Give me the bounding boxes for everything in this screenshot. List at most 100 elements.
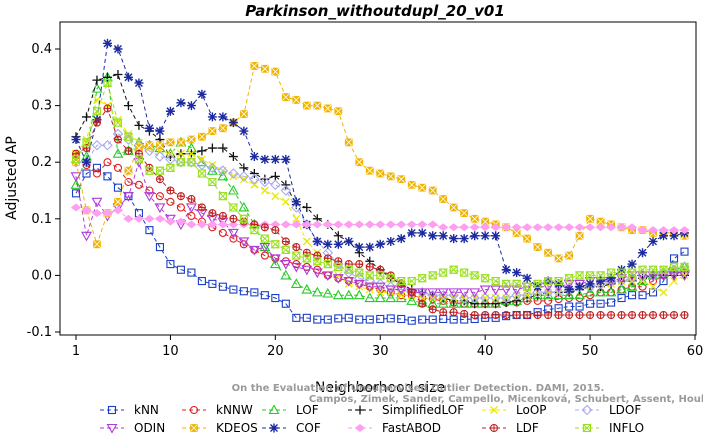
legend-label: ODIN bbox=[134, 421, 165, 434]
data-point bbox=[260, 234, 270, 243]
data-point bbox=[511, 223, 522, 232]
data-point bbox=[197, 277, 206, 286]
data-point bbox=[607, 310, 616, 320]
data-point bbox=[165, 106, 175, 116]
data-point bbox=[92, 118, 102, 127]
data-point bbox=[176, 98, 186, 108]
data-point bbox=[595, 286, 607, 297]
data-point bbox=[70, 179, 82, 189]
data-point bbox=[82, 135, 91, 144]
data-point bbox=[155, 175, 164, 184]
data-point bbox=[155, 192, 164, 201]
data-point bbox=[376, 169, 385, 178]
data-point bbox=[93, 240, 101, 249]
data-point bbox=[334, 107, 343, 116]
data-point bbox=[197, 169, 207, 178]
data-point bbox=[291, 220, 302, 229]
data-point bbox=[218, 282, 227, 291]
data-point bbox=[187, 135, 196, 144]
data-point bbox=[407, 288, 416, 297]
data-point bbox=[312, 220, 323, 229]
data-point bbox=[364, 292, 376, 303]
legend-item: LDF bbox=[482, 421, 539, 434]
data-point bbox=[123, 72, 133, 82]
data-point bbox=[281, 154, 291, 164]
data-point bbox=[144, 145, 155, 157]
data-point bbox=[542, 223, 554, 232]
data-point bbox=[605, 223, 617, 232]
data-point bbox=[102, 139, 113, 151]
y-tick-label: 0.0 bbox=[31, 268, 52, 283]
data-point bbox=[186, 101, 196, 111]
data-point bbox=[228, 220, 239, 229]
data-point bbox=[417, 220, 428, 229]
data-point bbox=[134, 155, 144, 164]
data-point bbox=[187, 149, 196, 158]
data-point bbox=[669, 262, 679, 271]
data-point bbox=[397, 291, 406, 300]
data-point bbox=[218, 124, 227, 133]
data-point bbox=[511, 279, 522, 288]
legend-item: COF bbox=[262, 421, 321, 434]
data-point bbox=[271, 293, 280, 303]
data-point bbox=[353, 272, 365, 284]
data-point bbox=[522, 273, 532, 283]
legend-item: LoOP bbox=[482, 403, 547, 417]
data-point bbox=[323, 239, 333, 249]
data-point bbox=[271, 226, 280, 235]
data-point bbox=[396, 277, 406, 286]
x-axis-label: Neighborhood size bbox=[315, 380, 445, 396]
legend-marker bbox=[189, 405, 199, 415]
data-point bbox=[648, 310, 658, 320]
data-point bbox=[145, 186, 154, 195]
data-point bbox=[134, 120, 144, 130]
data-point bbox=[113, 44, 123, 54]
data-point bbox=[427, 289, 438, 301]
data-point bbox=[438, 231, 448, 241]
data-point bbox=[239, 110, 248, 118]
legend-label: kNNW bbox=[216, 403, 253, 417]
data-point bbox=[491, 310, 500, 320]
data-point bbox=[344, 236, 354, 246]
data-point bbox=[511, 285, 523, 296]
data-point bbox=[647, 271, 659, 282]
data-point bbox=[575, 302, 584, 311]
data-point bbox=[669, 231, 679, 241]
data-point bbox=[165, 163, 176, 172]
data-point bbox=[481, 310, 490, 320]
data-point bbox=[355, 158, 364, 167]
data-point bbox=[292, 313, 301, 322]
legend-label: SimplifiedLOF bbox=[382, 403, 464, 417]
data-point bbox=[418, 183, 427, 192]
data-point bbox=[375, 271, 385, 280]
legend-item: LDOF bbox=[575, 403, 641, 417]
data-point bbox=[448, 288, 460, 299]
data-point bbox=[250, 62, 259, 70]
data-point bbox=[564, 285, 574, 295]
legend-marker bbox=[490, 406, 498, 414]
watermark-line-1: On the Evaluation of Unsupervised Outlie… bbox=[232, 383, 605, 394]
legend-item: INFLO bbox=[575, 421, 644, 434]
data-point bbox=[490, 292, 501, 304]
data-point bbox=[154, 214, 166, 223]
data-point bbox=[112, 148, 124, 158]
data-point bbox=[217, 165, 229, 176]
data-point bbox=[670, 277, 678, 286]
x-tick-label: 1 bbox=[72, 344, 80, 359]
data-point bbox=[406, 220, 417, 229]
data-point bbox=[185, 203, 197, 214]
data-point bbox=[176, 158, 186, 167]
data-point bbox=[269, 258, 281, 269]
data-point bbox=[365, 315, 374, 324]
data-point bbox=[533, 310, 542, 320]
data-point bbox=[563, 289, 575, 300]
data-point bbox=[154, 151, 166, 162]
series-layer bbox=[70, 38, 690, 325]
data-point bbox=[565, 310, 574, 320]
data-point bbox=[229, 234, 238, 243]
data-point bbox=[469, 271, 480, 280]
data-point bbox=[628, 291, 637, 300]
data-point bbox=[81, 206, 92, 215]
data-point bbox=[228, 203, 239, 212]
data-point bbox=[648, 288, 658, 297]
